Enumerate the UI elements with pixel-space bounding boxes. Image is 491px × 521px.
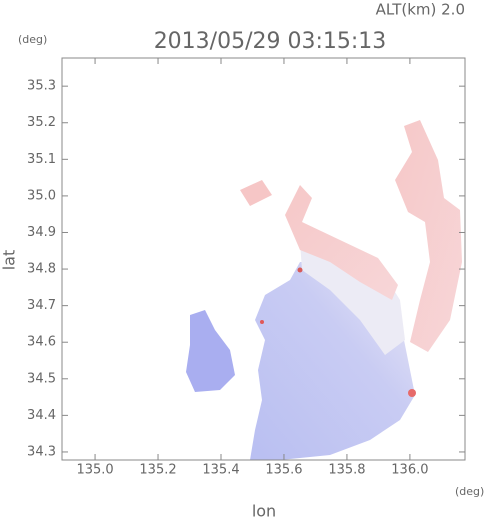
y-tick-label: 34.8 (27, 262, 56, 277)
x-tick-label: 135.6 (265, 463, 302, 478)
x-tick-label: 135.8 (328, 463, 365, 478)
radar-field (186, 120, 462, 460)
x-tick-label: 135.4 (202, 463, 239, 478)
y-tick-label: 34.5 (27, 371, 56, 386)
y-axis-label: lat (0, 250, 19, 271)
y-tick-label: 34.6 (27, 335, 56, 350)
x-unit: (deg) (455, 485, 484, 498)
chart-title: 2013/05/29 03:15:13 (154, 29, 387, 54)
x-tick-label: 135.2 (139, 463, 176, 478)
y-tick-label: 35.1 (27, 152, 56, 167)
y-tick-label: 35.3 (27, 79, 56, 94)
y-tick-label: 34.4 (27, 408, 56, 423)
y-tick-label: 34.9 (27, 225, 56, 240)
plot-frame (61, 57, 466, 461)
y-unit: (deg) (18, 33, 47, 46)
x-tick-label: 136.0 (391, 463, 428, 478)
x-tick-label: 135.0 (76, 463, 113, 478)
y-tick-label: 34.3 (27, 444, 56, 459)
y-tick-label: 35.2 (27, 115, 56, 130)
x-axis-label: lon (252, 502, 276, 521)
altitude-annotation: ALT(km) 2.0 (376, 1, 465, 19)
y-tick-label: 34.7 (27, 298, 56, 313)
y-tick-label: 35.0 (27, 188, 56, 203)
